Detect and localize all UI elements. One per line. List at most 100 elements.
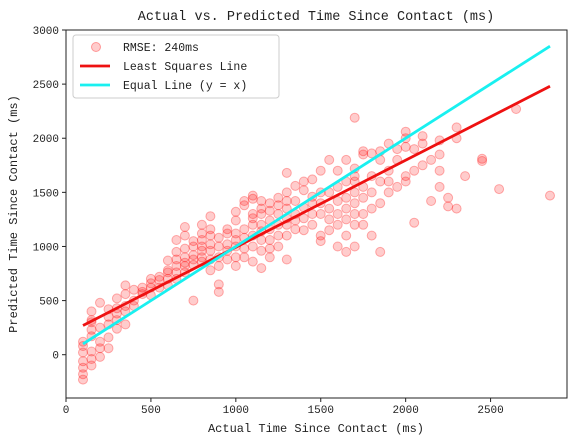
scatter-point (172, 247, 181, 256)
scatter-point (291, 197, 300, 206)
x-tick-label: 1000 (223, 405, 249, 417)
scatter-point (180, 244, 189, 253)
x-axis-ticks: 0 500 1000 1500 2000 2500 (63, 398, 504, 417)
scatter-point (359, 147, 368, 156)
scatter-point (410, 145, 419, 154)
scatter-point (452, 204, 461, 213)
scatter-point (316, 166, 325, 175)
scatter-point (342, 215, 351, 224)
scatter-point (359, 220, 368, 229)
scatter-point (452, 123, 461, 132)
scatter-point (223, 255, 232, 264)
scatter-point (410, 218, 419, 227)
x-tick-label: 2500 (477, 405, 503, 417)
scatter-point (240, 253, 249, 262)
scatter-point (282, 188, 291, 197)
scatter-point (248, 242, 257, 251)
scatter-point (231, 262, 240, 271)
scatter-point (325, 215, 334, 224)
scatter-point (325, 204, 334, 213)
scatter-point (214, 287, 223, 296)
x-tick-label: 2000 (392, 405, 418, 417)
scatter-point (282, 255, 291, 264)
scatter-point (274, 242, 283, 251)
scatter-point (350, 199, 359, 208)
y-tick-label: 3000 (33, 26, 59, 38)
scatter-point (265, 199, 274, 208)
scatter-point (325, 155, 334, 164)
scatter-point (350, 242, 359, 251)
x-tick-label: 1500 (308, 405, 334, 417)
scatter-point (240, 197, 249, 206)
scatter-point (342, 231, 351, 240)
scatter-point (333, 242, 342, 251)
y-tick-label: 1000 (33, 242, 59, 254)
scatter-point (299, 226, 308, 235)
scatter-point (393, 182, 402, 191)
scatter-point (350, 210, 359, 219)
scatter-point (444, 193, 453, 202)
scatter-point (163, 256, 172, 265)
legend: RMSE: 240ms Least Squares Line Equal Lin… (73, 35, 279, 98)
scatter-point (444, 202, 453, 211)
scatter-point (367, 204, 376, 213)
scatter-point (248, 257, 257, 266)
scatter-point (401, 172, 410, 181)
scatter-point (189, 237, 198, 246)
y-tick-label: 2500 (33, 80, 59, 92)
scatter-point (146, 274, 155, 283)
scatter-point (350, 113, 359, 122)
scatter-point (180, 223, 189, 232)
scatter-point (231, 207, 240, 216)
scatter-point (96, 298, 105, 307)
scatter-point (325, 226, 334, 235)
scatter-point (214, 262, 223, 271)
scatter-point (223, 225, 232, 234)
scatter-point (180, 253, 189, 262)
y-tick-label: 2000 (33, 134, 59, 146)
scatter-point (172, 236, 181, 245)
scatter-point (214, 242, 223, 251)
legend-label-scatter: RMSE: 240ms (123, 42, 199, 55)
scatter-point (189, 251, 198, 260)
scatter-point (87, 307, 96, 316)
scatter-point (418, 132, 427, 141)
scatter-point (478, 154, 487, 163)
x-tick-label: 0 (63, 405, 70, 417)
scatter-point (240, 225, 249, 234)
scatter-point (291, 225, 300, 234)
x-axis-label: Actual Time Since Contact (ms) (208, 422, 424, 436)
scatter-point (206, 225, 215, 234)
scatter-point (367, 231, 376, 240)
scatter-point (376, 177, 385, 186)
scatter-points (79, 105, 555, 385)
scatter-point (197, 229, 206, 238)
y-tick-label: 0 (52, 351, 59, 363)
scatter-point (427, 155, 436, 164)
scatter-point (265, 253, 274, 262)
scatter-point (206, 212, 215, 221)
scatter-point (282, 231, 291, 240)
scatter-point (333, 220, 342, 229)
scatter-point (299, 186, 308, 195)
y-axis-label: Predicted Time Since Contact (ms) (7, 95, 21, 333)
scatter-point (96, 352, 105, 361)
scatter-point (401, 142, 410, 151)
scatter-point (376, 247, 385, 256)
scatter-point (350, 220, 359, 229)
scatter-point (265, 244, 274, 253)
y-tick-label: 1500 (33, 188, 59, 200)
scatter-point (342, 155, 351, 164)
scatter-point (163, 266, 172, 275)
scatter-point (265, 236, 274, 245)
scatter-point (299, 177, 308, 186)
scatter-point (129, 285, 138, 294)
scatter-point (435, 166, 444, 175)
scatter-point (274, 193, 283, 202)
scatter-point (435, 150, 444, 159)
scatter-point (214, 233, 223, 242)
scatter-point (418, 161, 427, 170)
scatter-point (333, 166, 342, 175)
least-squares-line (83, 86, 550, 325)
